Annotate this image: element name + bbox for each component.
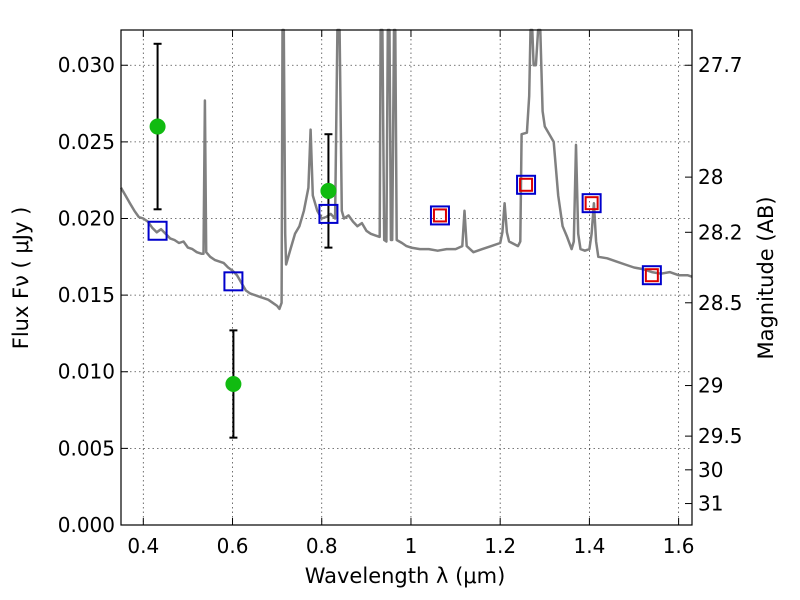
model-photometry-square: [641, 265, 662, 286]
x-axis-label: Wavelength λ (μm): [305, 564, 506, 588]
model-photometry-square: [318, 203, 339, 224]
flux-point: [225, 376, 242, 393]
x-tick-label: 1.6: [663, 534, 695, 558]
observed-photometry-square: [644, 268, 659, 283]
model-photometry-square: [223, 271, 244, 292]
y2-tick-label: 29.5: [698, 424, 743, 448]
y-tick-label: 0.020: [58, 206, 115, 230]
model-spectrum: [119, 28, 693, 311]
y2-tick-label: 28.2: [698, 220, 743, 244]
y-tick-label: 0.010: [58, 360, 115, 384]
x-tick-label: 0.6: [217, 534, 249, 558]
observed-photometry-square: [519, 177, 534, 192]
y2-tick-label: 29: [698, 374, 723, 398]
x-tick-label: 0.8: [306, 534, 338, 558]
y-tick-label: 0.025: [58, 130, 115, 154]
observed-photometry-square: [584, 196, 599, 211]
axis-ticks: 0.4 0.6 0.8 1 1.2 1.4 1.6 0.000 0.005 0.010 0.015 0…: [58, 30, 743, 558]
y2-tick-label: 27.7: [698, 53, 743, 77]
y2-tick-label: 28.5: [698, 291, 743, 315]
y-tick-label: 0.000: [58, 513, 115, 537]
flux-point: [320, 182, 337, 199]
model-photometry-square: [429, 205, 450, 226]
plot-frame: [120, 29, 693, 526]
grid: [121, 30, 692, 526]
x-tick-label: 1.4: [573, 534, 605, 558]
x-tick-label: 1.2: [484, 534, 516, 558]
y2-axis-label: Magnitude (AB): [754, 196, 778, 359]
x-tick-label: 0.4: [127, 534, 159, 558]
y-tick-label: 0.015: [58, 283, 115, 307]
model-photometry-square: [147, 220, 168, 241]
y-tick-label: 0.030: [58, 53, 115, 77]
y2-tick-label: 28: [698, 165, 723, 189]
y-tick-label: 0.005: [58, 436, 115, 460]
model-photometry-square: [581, 193, 602, 214]
model-photometry-square: [516, 174, 537, 195]
flux-point: [149, 118, 166, 135]
y-axis-label: Flux Fν ( μJy ): [9, 207, 33, 350]
y2-tick-label: 30: [698, 458, 723, 482]
x-tick-label: 1: [405, 534, 418, 558]
spectrum-line: [119, 28, 693, 311]
y2-tick-label: 31: [698, 492, 723, 516]
data-markers: [147, 42, 662, 439]
observed-photometry-square: [432, 208, 447, 223]
